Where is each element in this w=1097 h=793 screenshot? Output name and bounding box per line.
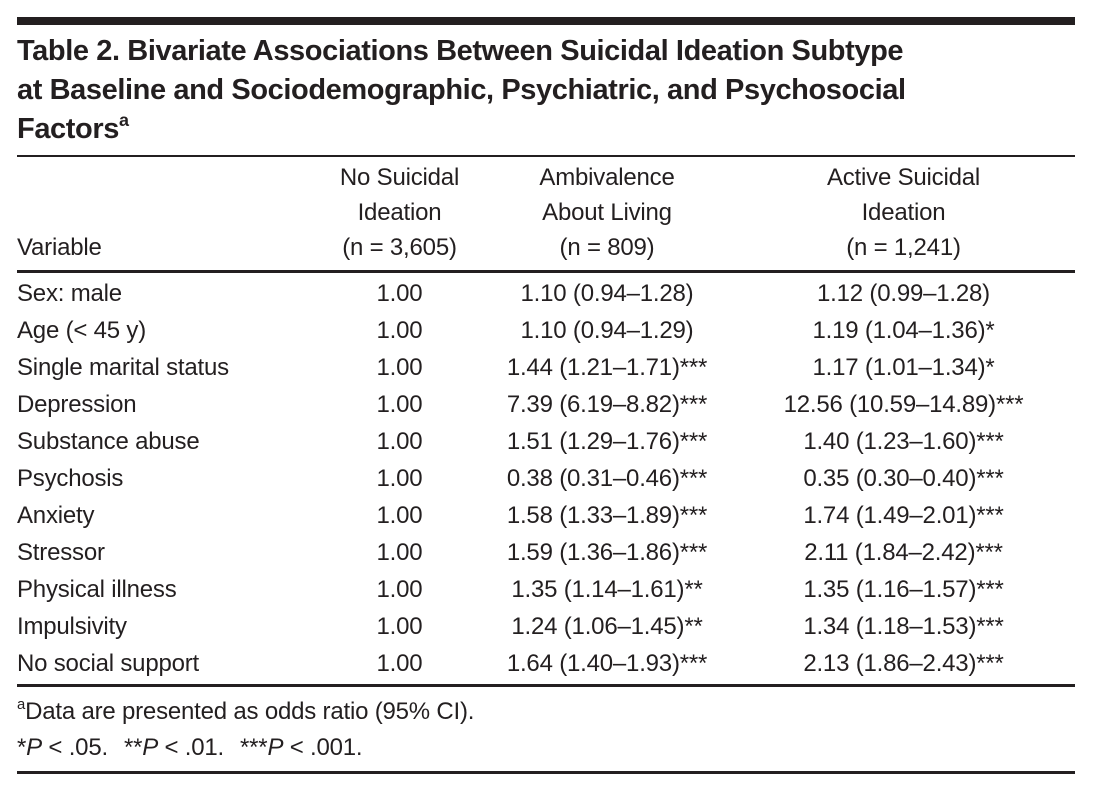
variable-cell: Anxiety <box>17 502 95 529</box>
active-si-cell: 2.11 (1.84–2.42)*** <box>804 539 1003 566</box>
header-line: Ambivalence <box>539 164 675 191</box>
ambivalence-cell: 1.35 (1.14–1.61)** <box>511 576 703 603</box>
column-header-variable: Variable <box>17 156 317 273</box>
variable-cell: Psychosis <box>17 465 124 492</box>
footnote-a: aData are presented as odds ratio (95% C… <box>17 694 1075 730</box>
ambivalence-cell: 1.10 (0.94–1.28) <box>520 280 694 307</box>
active-si-cell: 2.13 (1.86–2.43)*** <box>803 650 1004 677</box>
active-si-cell: 0.35 (0.30–0.40)*** <box>803 465 1004 492</box>
header-line: (n = 3,605) <box>342 234 457 261</box>
active-si-cell: 1.19 (1.04–1.36)* <box>812 317 995 344</box>
column-header-active-suicidal-ideation: Active Suicidal Ideation (n = 1,241) <box>732 156 1075 273</box>
table-title-footnote-marker: a <box>118 109 129 130</box>
threshold: < .001. <box>283 734 363 761</box>
header-row: Variable No Suicidal Ideation (n = 3,605… <box>17 156 1075 273</box>
table-row-no-social-support: No social support 1.00 1.64 (1.40–1.93)*… <box>17 645 1075 686</box>
table-title: Table 2. Bivariate Associations Between … <box>17 32 1075 149</box>
no-si-cell: 1.00 <box>376 280 423 307</box>
no-si-cell: 1.00 <box>376 613 423 640</box>
variable-cell: Impulsivity <box>17 613 127 640</box>
significance-note-p01: **P < .01. <box>124 734 224 761</box>
header-line: No Suicidal <box>339 164 460 191</box>
ambivalence-cell: 0.38 (0.31–0.46)*** <box>506 465 708 492</box>
table-header: Variable No Suicidal Ideation (n = 3,605… <box>17 156 1075 273</box>
active-si-cell: 12.56 (10.59–14.89)*** <box>783 391 1024 418</box>
ambivalence-cell: 1.59 (1.36–1.86)*** <box>506 539 708 566</box>
table-row-anxiety: Anxiety 1.00 1.58 (1.33–1.89)*** 1.74 (1… <box>17 497 1075 534</box>
stars: ** <box>123 734 143 761</box>
variable-cell: Physical illness <box>17 576 177 603</box>
active-si-cell: 1.35 (1.16–1.57)*** <box>803 576 1004 603</box>
ambivalence-cell: 1.51 (1.29–1.76)*** <box>506 428 708 455</box>
variable-cell: Substance abuse <box>17 428 200 455</box>
footnote-a-text: Data are presented as odds ratio (95% CI… <box>25 698 475 725</box>
header-line: Active Suicidal <box>826 164 981 191</box>
journal-table-figure: Table 2. Bivariate Associations Between … <box>17 17 1075 774</box>
footnote-significance: *P < .05. **P < .01. ***P < .001. <box>17 730 1075 766</box>
threshold: < .01. <box>158 734 225 761</box>
table-row-single-marital-status: Single marital status 1.00 1.44 (1.21–1.… <box>17 349 1075 386</box>
table-row-depression: Depression 1.00 7.39 (6.19–8.82)*** 12.5… <box>17 386 1075 423</box>
no-si-cell: 1.00 <box>376 354 423 381</box>
no-si-cell: 1.00 <box>376 650 423 677</box>
table-row-impulsivity: Impulsivity 1.00 1.24 (1.06–1.45)** 1.34… <box>17 608 1075 645</box>
active-si-cell: 1.74 (1.49–2.01)*** <box>803 502 1004 529</box>
top-rule-thick <box>17 17 1075 25</box>
no-si-cell: 1.00 <box>376 428 423 455</box>
table-row-age: Age (< 45 y) 1.00 1.10 (0.94–1.29) 1.19 … <box>17 312 1075 349</box>
ambivalence-cell: 1.44 (1.21–1.71)*** <box>506 354 708 381</box>
ambivalence-cell: 7.39 (6.19–8.82)*** <box>506 391 708 418</box>
no-si-cell: 1.00 <box>376 465 423 492</box>
column-header-no-suicidal-ideation: No Suicidal Ideation (n = 3,605) <box>317 156 482 273</box>
header-line: Ideation <box>861 199 946 226</box>
variable-cell: Age (< 45 y) <box>17 317 147 344</box>
no-si-cell: 1.00 <box>376 391 423 418</box>
threshold: < .05. <box>41 734 108 761</box>
variable-cell: No social support <box>17 650 200 677</box>
table-title-line-3: Factors <box>17 113 119 145</box>
stars: *** <box>240 734 268 761</box>
bottom-rule <box>17 771 1075 774</box>
active-si-cell: 1.34 (1.18–1.53)*** <box>803 613 1004 640</box>
p-symbol: P <box>142 734 159 761</box>
header-line: Ideation <box>357 199 442 226</box>
no-si-cell: 1.00 <box>376 576 423 603</box>
variable-cell: Sex: male <box>17 280 122 307</box>
odds-ratio-table: Variable No Suicidal Ideation (n = 3,605… <box>17 155 1075 687</box>
header-line: (n = 1,241) <box>846 234 961 261</box>
table-row-stressor: Stressor 1.00 1.59 (1.36–1.86)*** 2.11 (… <box>17 534 1075 571</box>
table-body: Sex: male 1.00 1.10 (0.94–1.28) 1.12 (0.… <box>17 272 1075 686</box>
ambivalence-cell: 1.10 (0.94–1.29) <box>520 317 694 344</box>
column-header-ambivalence-about-living: Ambivalence About Living (n = 809) <box>482 156 732 273</box>
footnote-a-marker: a <box>17 696 26 713</box>
header-line: (n = 809) <box>559 234 655 261</box>
table-row-substance-abuse: Substance abuse 1.00 1.51 (1.29–1.76)***… <box>17 423 1075 460</box>
ambivalence-cell: 1.64 (1.40–1.93)*** <box>506 650 708 677</box>
table-footnotes: aData are presented as odds ratio (95% C… <box>17 687 1075 766</box>
stars: * <box>17 734 27 761</box>
p-symbol: P <box>267 734 284 761</box>
no-si-cell: 1.00 <box>376 317 423 344</box>
variable-cell: Stressor <box>17 539 105 566</box>
variable-cell: Depression <box>17 391 137 418</box>
active-si-cell: 1.17 (1.01–1.34)* <box>812 354 995 381</box>
ambivalence-cell: 1.58 (1.33–1.89)*** <box>506 502 708 529</box>
significance-note-p05: *P < .05. <box>17 734 108 761</box>
no-si-cell: 1.00 <box>376 502 423 529</box>
significance-note-p001: ***P < .001. <box>240 734 363 761</box>
active-si-cell: 1.40 (1.23–1.60)*** <box>803 428 1004 455</box>
table-row-psychosis: Psychosis 1.00 0.38 (0.31–0.46)*** 0.35 … <box>17 460 1075 497</box>
p-symbol: P <box>26 734 42 761</box>
header-line: About Living <box>542 199 672 226</box>
ambivalence-cell: 1.24 (1.06–1.45)** <box>511 613 703 640</box>
table-row-physical-illness: Physical illness 1.00 1.35 (1.14–1.61)**… <box>17 571 1075 608</box>
variable-cell: Single marital status <box>17 354 229 381</box>
no-si-cell: 1.00 <box>376 539 423 566</box>
active-si-cell: 1.12 (0.99–1.28) <box>817 280 990 307</box>
table-row-sex-male: Sex: male 1.00 1.10 (0.94–1.28) 1.12 (0.… <box>17 272 1075 313</box>
table-title-line-2: at Baseline and Sociodemographic, Psychi… <box>17 74 906 106</box>
table-title-line-1: Table 2. Bivariate Associations Between … <box>17 35 904 67</box>
